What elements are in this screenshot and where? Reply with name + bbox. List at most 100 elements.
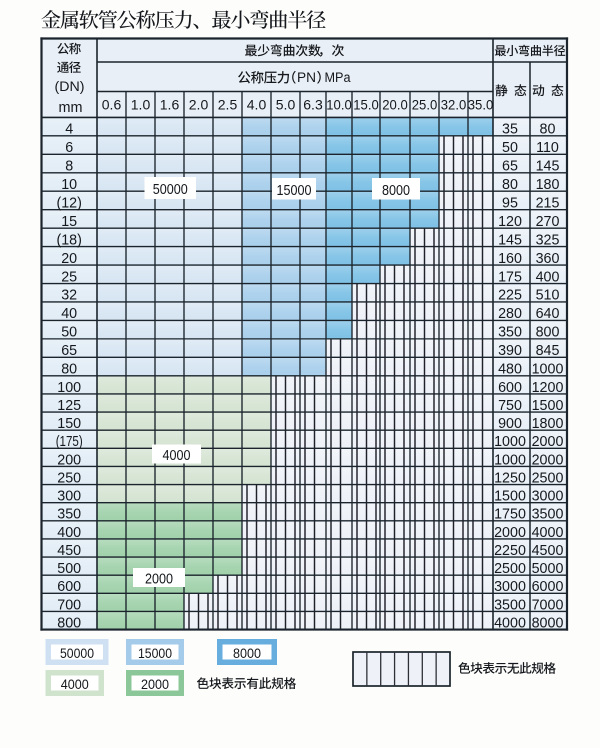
svg-text:95: 95 — [502, 195, 518, 211]
svg-text:2250: 2250 — [494, 543, 526, 559]
svg-text:65: 65 — [502, 159, 518, 175]
svg-text:(DN): (DN) — [55, 78, 85, 94]
svg-text:270: 270 — [536, 214, 560, 230]
svg-text:32: 32 — [61, 288, 77, 304]
svg-text:1800: 1800 — [532, 416, 564, 432]
svg-text:180: 180 — [536, 177, 560, 193]
svg-text:145: 145 — [498, 232, 522, 248]
svg-text:15000: 15000 — [138, 645, 172, 661]
svg-text:2.0: 2.0 — [189, 97, 209, 113]
svg-text:4.0: 4.0 — [247, 97, 267, 113]
svg-text:6: 6 — [65, 140, 73, 156]
svg-text:900: 900 — [498, 416, 522, 432]
svg-text:100: 100 — [57, 380, 81, 396]
svg-text:1000: 1000 — [494, 452, 526, 468]
svg-text:20: 20 — [61, 251, 77, 267]
svg-text:450: 450 — [57, 543, 81, 559]
svg-text:3000: 3000 — [532, 489, 564, 505]
svg-text:700: 700 — [57, 597, 81, 613]
svg-text:10.0: 10.0 — [326, 97, 352, 113]
svg-text:(175): (175) — [56, 434, 83, 450]
svg-text:32.0: 32.0 — [441, 97, 467, 113]
svg-text:65: 65 — [61, 343, 77, 359]
svg-text:120: 120 — [498, 214, 522, 230]
svg-text:2000: 2000 — [532, 434, 564, 450]
svg-text:15000: 15000 — [277, 183, 312, 199]
svg-text:6000: 6000 — [532, 579, 564, 595]
svg-text:80: 80 — [502, 177, 518, 193]
svg-text:640: 640 — [536, 306, 560, 322]
svg-text:175: 175 — [498, 269, 522, 285]
svg-text:4000: 4000 — [494, 615, 526, 631]
svg-text:8000: 8000 — [382, 183, 410, 199]
svg-text:mm: mm — [59, 100, 83, 116]
svg-text:2000: 2000 — [494, 525, 526, 541]
svg-text:1200: 1200 — [532, 380, 564, 396]
svg-text:400: 400 — [57, 525, 81, 541]
svg-text:6.3: 6.3 — [303, 97, 323, 113]
svg-text:15: 15 — [61, 214, 77, 230]
svg-text:110: 110 — [536, 140, 559, 156]
svg-text:350: 350 — [498, 325, 522, 341]
svg-text:510: 510 — [536, 288, 560, 304]
svg-text:1000: 1000 — [532, 362, 564, 378]
svg-text:215: 215 — [536, 195, 560, 211]
svg-text:2.5: 2.5 — [218, 97, 238, 113]
svg-text:280: 280 — [498, 306, 522, 322]
svg-text:35.0: 35.0 — [468, 97, 494, 113]
svg-text:1500: 1500 — [532, 398, 564, 414]
svg-text:4000: 4000 — [61, 676, 89, 692]
svg-text:800: 800 — [536, 325, 560, 341]
svg-text:40: 40 — [61, 306, 77, 322]
svg-text:1.0: 1.0 — [131, 97, 151, 113]
svg-text:750: 750 — [498, 398, 522, 414]
svg-text:2000: 2000 — [532, 452, 564, 468]
svg-text:1500: 1500 — [494, 489, 526, 505]
svg-text:845: 845 — [536, 343, 560, 359]
svg-text:1000: 1000 — [494, 434, 526, 450]
svg-text:15.0: 15.0 — [353, 97, 379, 113]
svg-text:10: 10 — [61, 177, 77, 193]
svg-text:8: 8 — [65, 159, 73, 175]
svg-text:25.0: 25.0 — [412, 97, 438, 113]
svg-text:MPa: MPa — [325, 70, 352, 85]
svg-text:1750: 1750 — [494, 507, 526, 523]
svg-text:4000: 4000 — [163, 448, 191, 464]
svg-text:800: 800 — [57, 615, 81, 631]
svg-text:3500: 3500 — [532, 507, 564, 523]
svg-text:145: 145 — [536, 159, 560, 175]
svg-text:50: 50 — [61, 325, 77, 341]
svg-text:250: 250 — [57, 470, 81, 486]
svg-text:2500: 2500 — [532, 470, 564, 486]
svg-text:35: 35 — [502, 122, 518, 138]
svg-text:(12): (12) — [56, 195, 81, 211]
svg-text:500: 500 — [57, 561, 81, 577]
svg-text:4000: 4000 — [532, 525, 564, 541]
svg-text:0.6: 0.6 — [102, 97, 122, 113]
svg-text:1250: 1250 — [494, 470, 526, 486]
svg-text:2000: 2000 — [141, 676, 169, 692]
svg-text:225: 225 — [498, 288, 522, 304]
svg-text:50000: 50000 — [153, 182, 188, 198]
svg-text:5000: 5000 — [532, 561, 564, 577]
svg-text:(18): (18) — [56, 232, 81, 248]
svg-text:480: 480 — [498, 362, 522, 378]
svg-text:50: 50 — [502, 140, 518, 156]
svg-text:600: 600 — [498, 380, 522, 396]
svg-text:160: 160 — [498, 251, 522, 267]
svg-text:125: 125 — [57, 398, 81, 414]
svg-text:390: 390 — [498, 343, 522, 359]
svg-text:4: 4 — [65, 122, 73, 138]
svg-text:8000: 8000 — [233, 645, 261, 661]
svg-text:50000: 50000 — [60, 645, 94, 661]
svg-text:1.6: 1.6 — [160, 97, 180, 113]
svg-text:25: 25 — [61, 269, 77, 285]
svg-text:325: 325 — [536, 232, 560, 248]
svg-text:5.0: 5.0 — [276, 97, 296, 113]
svg-text:2000: 2000 — [145, 572, 173, 588]
svg-text:600: 600 — [57, 579, 81, 595]
svg-text:PN: PN — [297, 70, 316, 85]
svg-text:20.0: 20.0 — [382, 97, 408, 113]
svg-text:400: 400 — [536, 269, 560, 285]
svg-text:7000: 7000 — [532, 597, 564, 613]
